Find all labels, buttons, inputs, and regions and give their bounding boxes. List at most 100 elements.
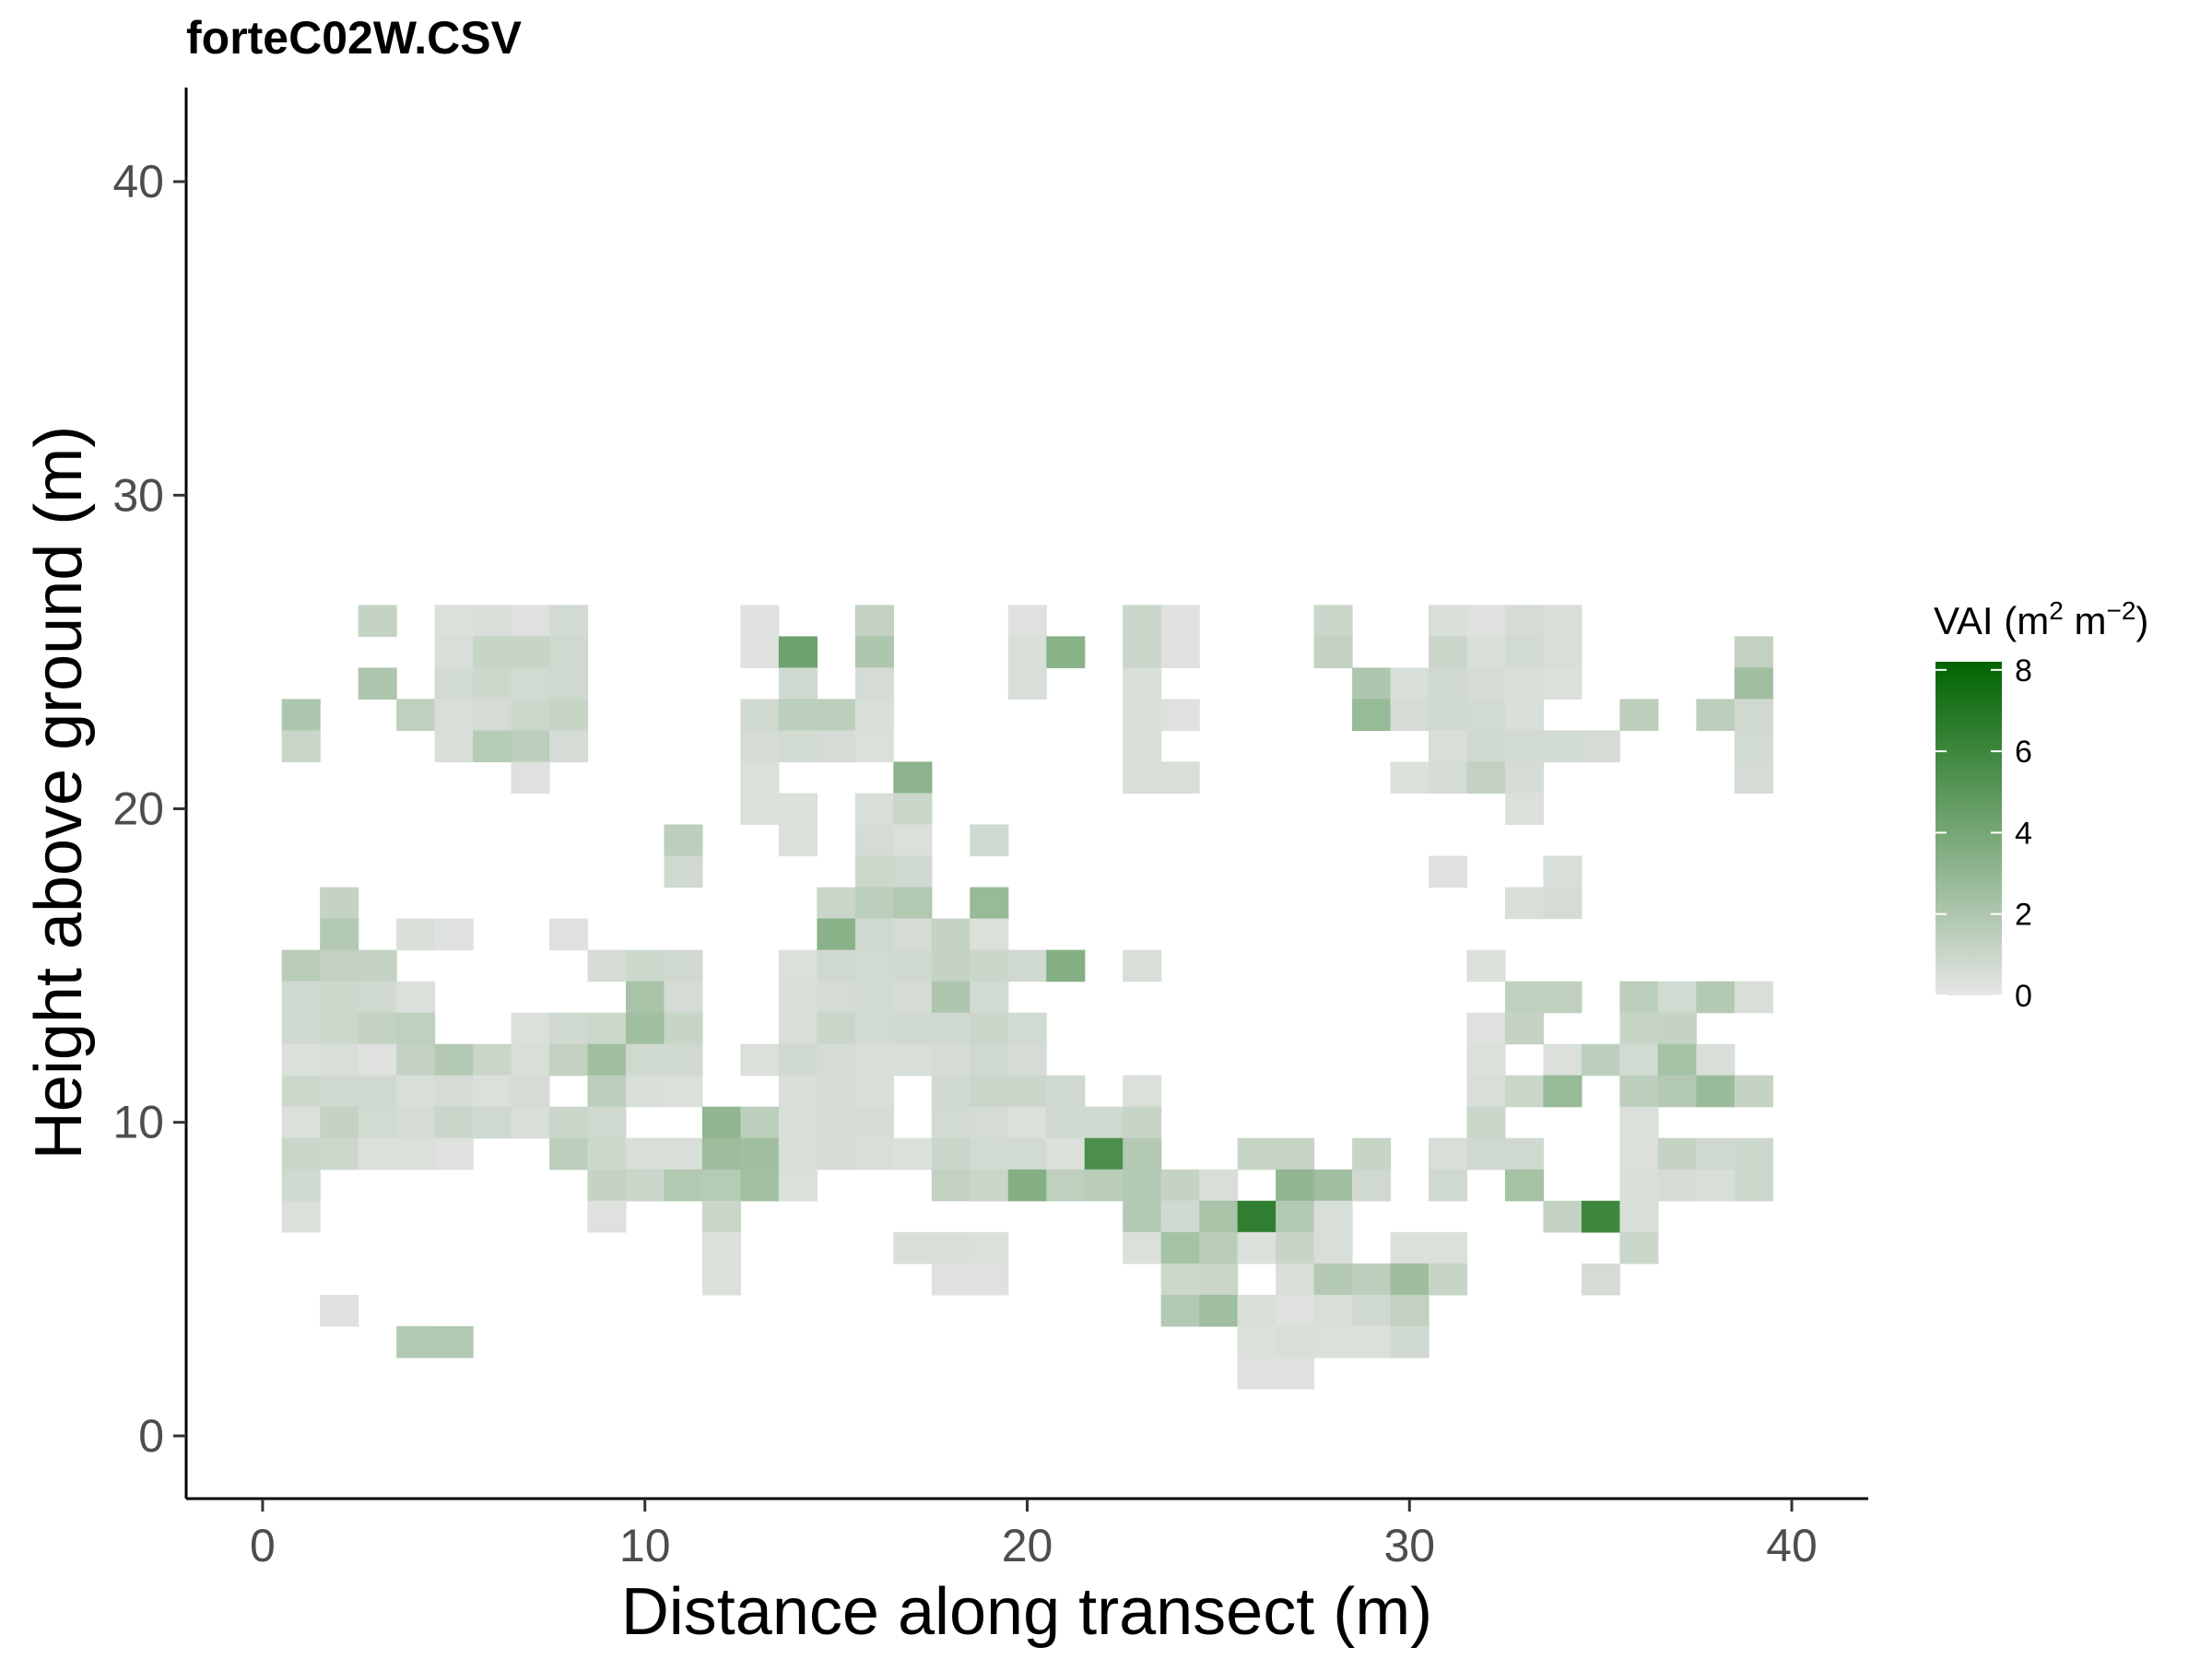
heatmap-cell <box>549 667 589 700</box>
heatmap-cell <box>396 1106 436 1139</box>
heatmap-cell <box>970 1043 1009 1077</box>
heatmap-cell <box>1123 605 1162 637</box>
heatmap-cell <box>931 1263 971 1296</box>
heatmap-cell <box>1007 1012 1047 1045</box>
heatmap-cell <box>740 1169 780 1202</box>
heatmap-cell <box>1429 1169 1468 1202</box>
heatmap-cell <box>701 1263 742 1296</box>
heatmap-cell <box>664 949 703 982</box>
heatmap-cell <box>740 793 780 826</box>
heatmap-cell <box>893 981 933 1014</box>
heatmap-cell <box>549 636 589 669</box>
heatmap-cell <box>1429 1231 1468 1265</box>
heatmap-cell <box>740 761 780 794</box>
legend-colorbar <box>1936 662 2002 995</box>
heatmap-cell <box>1734 761 1773 794</box>
heatmap-cell <box>778 1043 818 1077</box>
heatmap-cell <box>1696 699 1735 732</box>
x-tick-label: 20 <box>1002 1520 1053 1571</box>
heatmap-cell <box>1696 981 1735 1014</box>
heatmap-cell <box>473 1043 512 1077</box>
heatmap-cell <box>473 1075 512 1108</box>
heatmap-cell <box>1619 1169 1659 1202</box>
heatmap-cell <box>320 1075 359 1108</box>
heatmap-cell <box>931 918 971 951</box>
heatmap-cell <box>1504 730 1545 763</box>
heatmap-cell <box>1160 1294 1200 1327</box>
heatmap-cell <box>854 699 894 732</box>
heatmap-cell <box>1046 1075 1086 1108</box>
heatmap-cell <box>1352 1263 1392 1296</box>
heatmap-cell <box>1007 1137 1047 1171</box>
heatmap-cell <box>1160 1169 1200 1202</box>
heatmap-cell <box>854 855 894 888</box>
heatmap-cell <box>701 1106 742 1139</box>
y-tick-label: 0 <box>138 1410 164 1462</box>
heatmap-cell <box>434 1325 474 1359</box>
heatmap-cell <box>1543 981 1583 1014</box>
heatmap-cell <box>358 949 397 982</box>
heatmap-cell <box>778 1106 818 1139</box>
heatmap-cell <box>931 1137 971 1171</box>
heatmap-cell <box>473 605 512 637</box>
heatmap-cell <box>320 981 359 1014</box>
heatmap-cell <box>1313 1231 1353 1265</box>
heatmap-cell <box>1429 605 1468 637</box>
heatmap-cell <box>1160 1263 1200 1296</box>
heatmap-cell <box>1696 1075 1735 1108</box>
heatmap-cell <box>1046 949 1086 982</box>
heatmap-cell <box>893 918 933 951</box>
legend-ticks: 0 2 4 6 8 <box>1936 653 2032 1014</box>
heatmap-cell <box>701 1200 742 1233</box>
heatmap-cell <box>1199 1200 1239 1233</box>
heatmap-cell <box>1619 1075 1659 1108</box>
heatmap-cell <box>1543 667 1583 700</box>
heatmap-cell <box>854 605 894 637</box>
heatmap-cell <box>1734 981 1773 1014</box>
heatmap-cell <box>664 1012 703 1045</box>
heatmap-cell <box>1199 1169 1239 1202</box>
heatmap-cell <box>1046 636 1086 669</box>
heatmap-cell <box>1619 1012 1659 1045</box>
heatmap-cell <box>1237 1357 1277 1390</box>
heatmap-cell <box>434 699 474 732</box>
heatmap-cell <box>1007 636 1047 669</box>
heatmap-cell <box>1276 1294 1315 1327</box>
heatmap-cell <box>970 887 1009 920</box>
heatmap-cell <box>1352 1169 1392 1202</box>
heatmap-cell <box>1619 1043 1659 1077</box>
heatmap-cell <box>1543 1043 1583 1077</box>
heatmap-cell <box>970 824 1009 857</box>
heatmap-cell <box>1734 636 1773 669</box>
heatmap-cell <box>970 1012 1009 1045</box>
heatmap-cell <box>1619 981 1659 1014</box>
heatmap-cell <box>701 1169 742 1202</box>
heatmap-cell <box>281 1200 321 1233</box>
heatmap-cell <box>1466 636 1506 669</box>
heatmap-cell <box>893 824 933 857</box>
heatmap-cell <box>1504 667 1545 700</box>
heatmap-cell <box>1696 1169 1735 1202</box>
heatmap-cell <box>931 1043 971 1077</box>
heatmap-cell <box>817 1012 856 1045</box>
heatmap-cell <box>434 918 474 951</box>
heatmap-cell <box>1581 1200 1620 1233</box>
heatmap-cell <box>396 1075 436 1108</box>
heatmap-cell <box>1657 1012 1697 1045</box>
heatmap-cell <box>1466 730 1506 763</box>
heatmap-cell <box>854 981 894 1014</box>
heatmap-cell <box>281 1043 321 1077</box>
heatmap-cell <box>396 1012 436 1045</box>
heatmap-cell <box>1390 667 1430 700</box>
heatmap-cell <box>817 949 856 982</box>
heatmap-cell <box>740 1106 780 1139</box>
heatmap-cell <box>778 981 818 1014</box>
heatmap-cell <box>473 699 512 732</box>
heatmap-cell <box>1352 667 1392 700</box>
heatmap-cell <box>1084 1106 1124 1139</box>
heatmap-cell <box>1007 1169 1047 1202</box>
x-tick-label: 30 <box>1383 1520 1435 1571</box>
chart-title: forteC02W.CSV <box>186 12 523 64</box>
heatmap-cell <box>778 949 818 982</box>
heatmap-cell <box>1046 1137 1086 1171</box>
